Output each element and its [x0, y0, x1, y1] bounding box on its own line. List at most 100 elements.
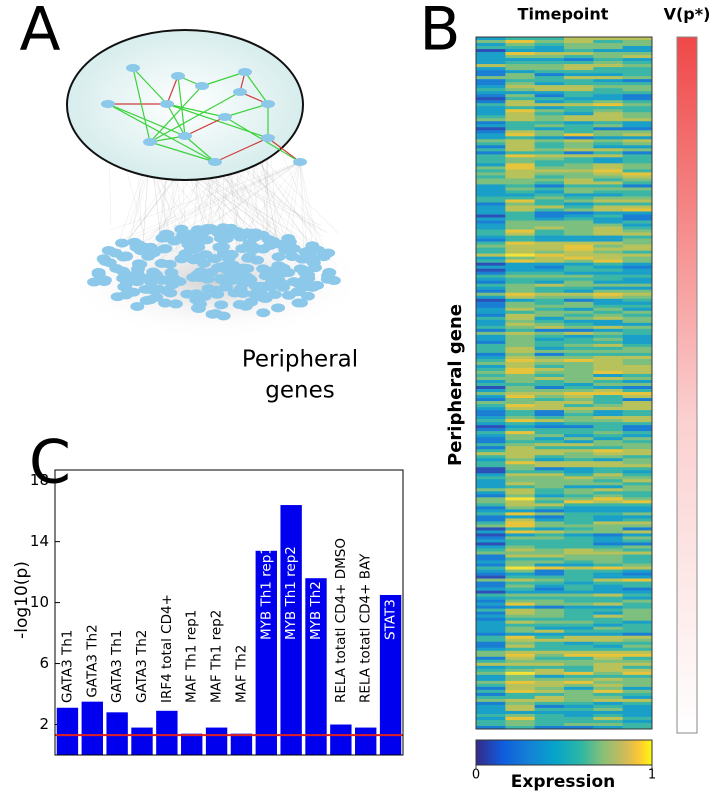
heatmap-cell: [534, 713, 565, 718]
heatmap-cell: [622, 373, 653, 378]
heatmap-cell: [505, 106, 535, 110]
heatmap-cell: [564, 725, 594, 730]
heatmap-cell: [534, 719, 565, 724]
heatmap-cell: [564, 79, 594, 83]
heatmap-cell: [622, 127, 653, 131]
nodes: [101, 64, 307, 166]
heatmap-cell: [505, 115, 535, 119]
heatmap-cell: [476, 109, 506, 113]
heatmap-cell: [505, 692, 535, 697]
heatmap-cell: [534, 355, 565, 360]
heatmap-cell: [622, 379, 653, 384]
heatmap-cell: [622, 530, 653, 534]
heatmap-cell: [476, 704, 506, 709]
heatmap-cell: [505, 638, 535, 643]
heatmap-cell: [476, 370, 506, 375]
heatmap-cell: [622, 386, 653, 390]
heatmap-cell: [564, 428, 594, 432]
heatmap-cell: [476, 316, 506, 321]
heatmap-cell: [505, 214, 535, 218]
heatmap-cell: [534, 133, 565, 137]
heatmap-cell: [593, 515, 623, 519]
heatmap-cell: [534, 166, 565, 170]
heatmap-cell: [593, 635, 623, 640]
heatmap-cell: [505, 61, 535, 65]
heatmap-cell: [505, 154, 535, 158]
heatmap-cell: [476, 722, 506, 727]
heatmap-cell: [622, 533, 653, 537]
heatmap-cell: [622, 301, 653, 306]
heatmap-cell: [534, 325, 565, 330]
heatmap-cell: [534, 220, 565, 224]
funnel-line: [299, 161, 305, 265]
heatmap-cell: [564, 307, 594, 312]
heatmap-cell: [505, 79, 535, 83]
heatmap-cell: [505, 121, 535, 125]
heatmap-cell: [476, 271, 506, 275]
heatmap-cell: [622, 509, 653, 513]
heatmap-cell: [476, 590, 506, 594]
heatmap-cell: [593, 653, 623, 658]
heatmap-cell: [476, 322, 506, 327]
heatmap-cell: [534, 626, 565, 631]
heatmap-cell: [622, 154, 653, 158]
heatmap-cell: [534, 632, 565, 637]
heatmap-cell: [622, 401, 653, 405]
network-diagram: [65, 29, 365, 340]
heatmap-cell: [534, 518, 565, 522]
heatmap-cell: [622, 343, 653, 348]
heatmap-cell: [593, 581, 623, 585]
heatmap-cell: [534, 235, 565, 239]
heatmap-cell: [622, 680, 653, 685]
heatmap-cell: [476, 292, 506, 297]
heatmap-cell: [622, 722, 653, 727]
bar: [379, 594, 402, 755]
heatmap-cell: [534, 647, 565, 652]
heatmap-cell: [593, 370, 623, 375]
heatmap-cell: [593, 623, 623, 628]
heatmap-cell: [593, 112, 623, 116]
heatmap-cell: [564, 425, 594, 429]
peripheral-node: [247, 243, 262, 253]
heatmap-cell: [593, 506, 623, 510]
heatmap-cell: [505, 244, 535, 248]
heatmap-cell: [564, 166, 594, 170]
heatmap-cell: [505, 497, 535, 501]
heatmap-cell: [476, 470, 506, 474]
heatmap-cell: [593, 124, 623, 128]
heatmap-cell: [564, 133, 594, 137]
heatmap-cell: [593, 437, 623, 441]
heatmap-cell: [534, 497, 565, 501]
heatmap-cell: [593, 584, 623, 588]
heatmap-cell: [564, 49, 594, 53]
bar-label: GATA3 Th2: [84, 624, 100, 697]
peripheral-node: [158, 298, 173, 308]
heatmap-cell: [622, 521, 653, 525]
heatmap-cell: [505, 404, 535, 408]
heatmap-cell: [622, 202, 653, 206]
heatmap-cell: [505, 485, 535, 489]
heatmap-cell: [505, 671, 535, 676]
heatmap-cell: [622, 497, 653, 501]
heatmap-cell: [476, 295, 506, 300]
heatmap-cell: [564, 680, 594, 685]
heatmap-cell: [534, 142, 565, 146]
heatmap-cell: [622, 686, 653, 691]
heatmap-cell: [505, 449, 535, 453]
heatmap-cell: [593, 533, 623, 537]
heatmap-cell: [593, 485, 623, 489]
funnel-line: [122, 161, 301, 240]
heatmap-cell: [476, 121, 506, 125]
heatmap-cell: [476, 253, 506, 257]
heatmap-cell: [476, 707, 506, 712]
heatmap-cell: [534, 139, 565, 143]
heatmap-cell: [505, 226, 535, 230]
heatmap-cell: [593, 407, 623, 411]
heatmap-cell: [622, 283, 653, 288]
heatmap-cell: [622, 187, 653, 191]
heatmap-cell: [593, 716, 623, 721]
heatmap-cell: [505, 55, 535, 59]
heatmap-cell: [534, 232, 565, 236]
heatmap-cell: [505, 286, 535, 291]
y-axis-label: -log10(p): [12, 561, 32, 639]
